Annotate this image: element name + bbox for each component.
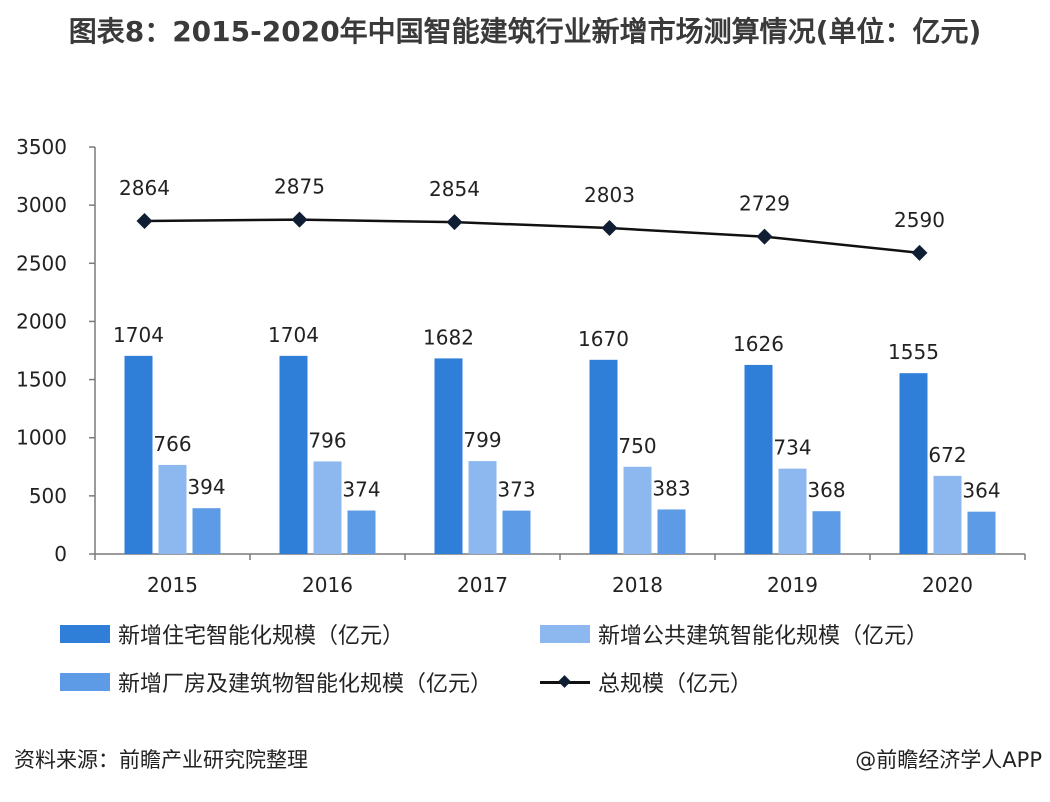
source-note: 资料来源：前瞻产业研究院整理 bbox=[14, 748, 308, 772]
legend-item-public: 新增公共建筑智能化规模（亿元） bbox=[540, 618, 928, 650]
data-label-public: 672 bbox=[928, 443, 966, 467]
y-tick-label: 1000 bbox=[16, 426, 67, 450]
data-label-factory: 368 bbox=[807, 478, 845, 502]
x-tick-label: 2018 bbox=[612, 573, 663, 597]
data-label-public: 766 bbox=[153, 432, 191, 456]
chart-labels: 1704 1704 1682 1670 1626 1555 766 796 799 750 734 6… bbox=[113, 175, 1001, 503]
bar-residential bbox=[279, 355, 308, 554]
chart-axes: 0 500 1000 1500 2000 2500 3000 3500 2015 2016 2017… bbox=[16, 135, 1026, 597]
data-label-public: 734 bbox=[773, 436, 811, 460]
data-label-factory: 364 bbox=[962, 479, 1000, 503]
bar-residential bbox=[434, 358, 463, 554]
bar-factory bbox=[657, 509, 686, 554]
data-label-residential: 1704 bbox=[113, 323, 164, 347]
legend-line-total bbox=[540, 673, 590, 691]
total-line bbox=[144, 218, 920, 255]
x-tick-label: 2019 bbox=[767, 573, 818, 597]
y-tick-label: 2000 bbox=[16, 309, 67, 333]
total-point bbox=[756, 228, 773, 245]
bar-factory bbox=[347, 510, 376, 554]
y-tick-label: 3000 bbox=[16, 193, 67, 217]
bar-public bbox=[778, 468, 807, 554]
legend-item-total: 总规模（亿元） bbox=[540, 666, 752, 698]
bar-residential bbox=[124, 355, 153, 554]
data-label-total: 2864 bbox=[119, 176, 170, 200]
data-label-public: 799 bbox=[463, 428, 501, 452]
x-tick-label: 2020 bbox=[922, 573, 973, 597]
bar-public bbox=[623, 466, 652, 554]
bar-factory bbox=[192, 508, 221, 554]
x-tick-label: 2016 bbox=[302, 573, 353, 597]
legend-label-total: 总规模（亿元） bbox=[598, 672, 753, 697]
bar-residential bbox=[899, 373, 928, 554]
data-label-total: 2590 bbox=[894, 208, 945, 232]
total-line-series bbox=[136, 211, 928, 261]
data-label-factory: 374 bbox=[342, 478, 380, 502]
bar-public bbox=[313, 461, 342, 554]
data-label-total: 2803 bbox=[584, 183, 635, 207]
legend-swatch-factory bbox=[60, 673, 110, 691]
total-point bbox=[446, 214, 463, 231]
bar-public bbox=[158, 464, 187, 554]
data-label-residential: 1555 bbox=[888, 340, 939, 364]
x-tick-label: 2015 bbox=[147, 573, 198, 597]
bar-public bbox=[933, 475, 962, 554]
bar-residential bbox=[744, 364, 773, 554]
data-label-factory: 383 bbox=[652, 476, 690, 500]
y-tick-label: 500 bbox=[29, 484, 67, 508]
y-tick-label: 2500 bbox=[16, 251, 67, 275]
y-tick-label: 1500 bbox=[16, 368, 67, 392]
data-label-factory: 394 bbox=[187, 475, 225, 499]
total-point bbox=[136, 212, 153, 229]
total-point bbox=[911, 244, 928, 261]
chart: 0 500 1000 1500 2000 2500 3000 3500 2015 2016 2017… bbox=[16, 135, 1026, 597]
y-tick-label: 0 bbox=[54, 542, 67, 566]
legend-swatch-public bbox=[540, 625, 590, 643]
x-tick-label: 2017 bbox=[457, 573, 508, 597]
bar-residential bbox=[589, 359, 618, 554]
diamond-marker-icon bbox=[558, 675, 571, 688]
bar-factory bbox=[812, 511, 841, 554]
data-label-total: 2875 bbox=[274, 175, 325, 199]
data-label-public: 750 bbox=[618, 434, 656, 458]
data-label-residential: 1682 bbox=[423, 325, 474, 349]
data-label-factory: 373 bbox=[497, 478, 535, 502]
brand-credit: @前瞻经济学人APP bbox=[855, 748, 1042, 772]
total-point bbox=[601, 220, 618, 237]
legend-label-residential: 新增住宅智能化规模（亿元） bbox=[118, 624, 405, 649]
data-label-total: 2854 bbox=[429, 177, 480, 201]
data-label-public: 796 bbox=[308, 428, 346, 452]
legend-label-factory: 新增厂房及建筑物智能化规模（亿元） bbox=[118, 672, 493, 697]
data-label-residential: 1704 bbox=[268, 323, 319, 347]
chart-bars bbox=[124, 355, 996, 554]
legend-label-public: 新增公共建筑智能化规模（亿元） bbox=[598, 624, 929, 649]
data-label-total: 2729 bbox=[739, 192, 790, 216]
bar-factory bbox=[502, 510, 531, 554]
legend-item-residential: 新增住宅智能化规模（亿元） bbox=[60, 618, 404, 650]
bar-factory bbox=[967, 511, 996, 554]
total-point bbox=[291, 211, 308, 228]
legend-swatch-residential bbox=[60, 625, 110, 643]
legend-item-factory: 新增厂房及建筑物智能化规模（亿元） bbox=[60, 666, 492, 698]
data-label-residential: 1626 bbox=[733, 332, 784, 356]
chart-title: 图表8：2015-2020年中国智能建筑行业新增市场测算情况(单位：亿元) bbox=[68, 15, 982, 48]
y-tick-label: 3500 bbox=[16, 135, 67, 159]
bar-public bbox=[468, 461, 497, 554]
data-label-residential: 1670 bbox=[578, 327, 629, 351]
